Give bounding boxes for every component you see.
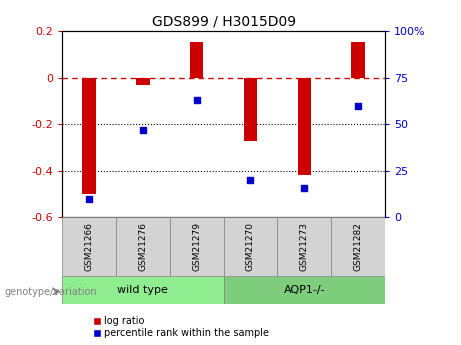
Bar xyxy=(116,217,170,276)
Bar xyxy=(136,78,150,85)
Bar xyxy=(62,276,224,304)
Text: wild type: wild type xyxy=(118,285,168,295)
Bar xyxy=(224,276,385,304)
Bar xyxy=(170,217,224,276)
Text: GSM21276: GSM21276 xyxy=(138,222,148,271)
Text: genotype/variation: genotype/variation xyxy=(5,287,97,296)
Bar xyxy=(224,217,278,276)
Bar xyxy=(62,217,116,276)
Text: GSM21282: GSM21282 xyxy=(354,222,362,271)
Text: AQP1-/-: AQP1-/- xyxy=(284,285,325,295)
Bar xyxy=(83,78,96,194)
Bar xyxy=(278,217,331,276)
Text: GSM21270: GSM21270 xyxy=(246,222,255,271)
Legend: log ratio, percentile rank within the sample: log ratio, percentile rank within the sa… xyxy=(93,314,271,340)
Bar xyxy=(331,217,385,276)
Text: GSM21279: GSM21279 xyxy=(192,222,201,271)
Bar xyxy=(351,42,365,78)
Bar xyxy=(297,78,311,175)
Text: GSM21266: GSM21266 xyxy=(85,222,94,271)
Text: GSM21273: GSM21273 xyxy=(300,222,309,271)
Bar xyxy=(190,41,203,78)
Title: GDS899 / H3015D09: GDS899 / H3015D09 xyxy=(152,14,296,29)
Bar xyxy=(244,78,257,140)
